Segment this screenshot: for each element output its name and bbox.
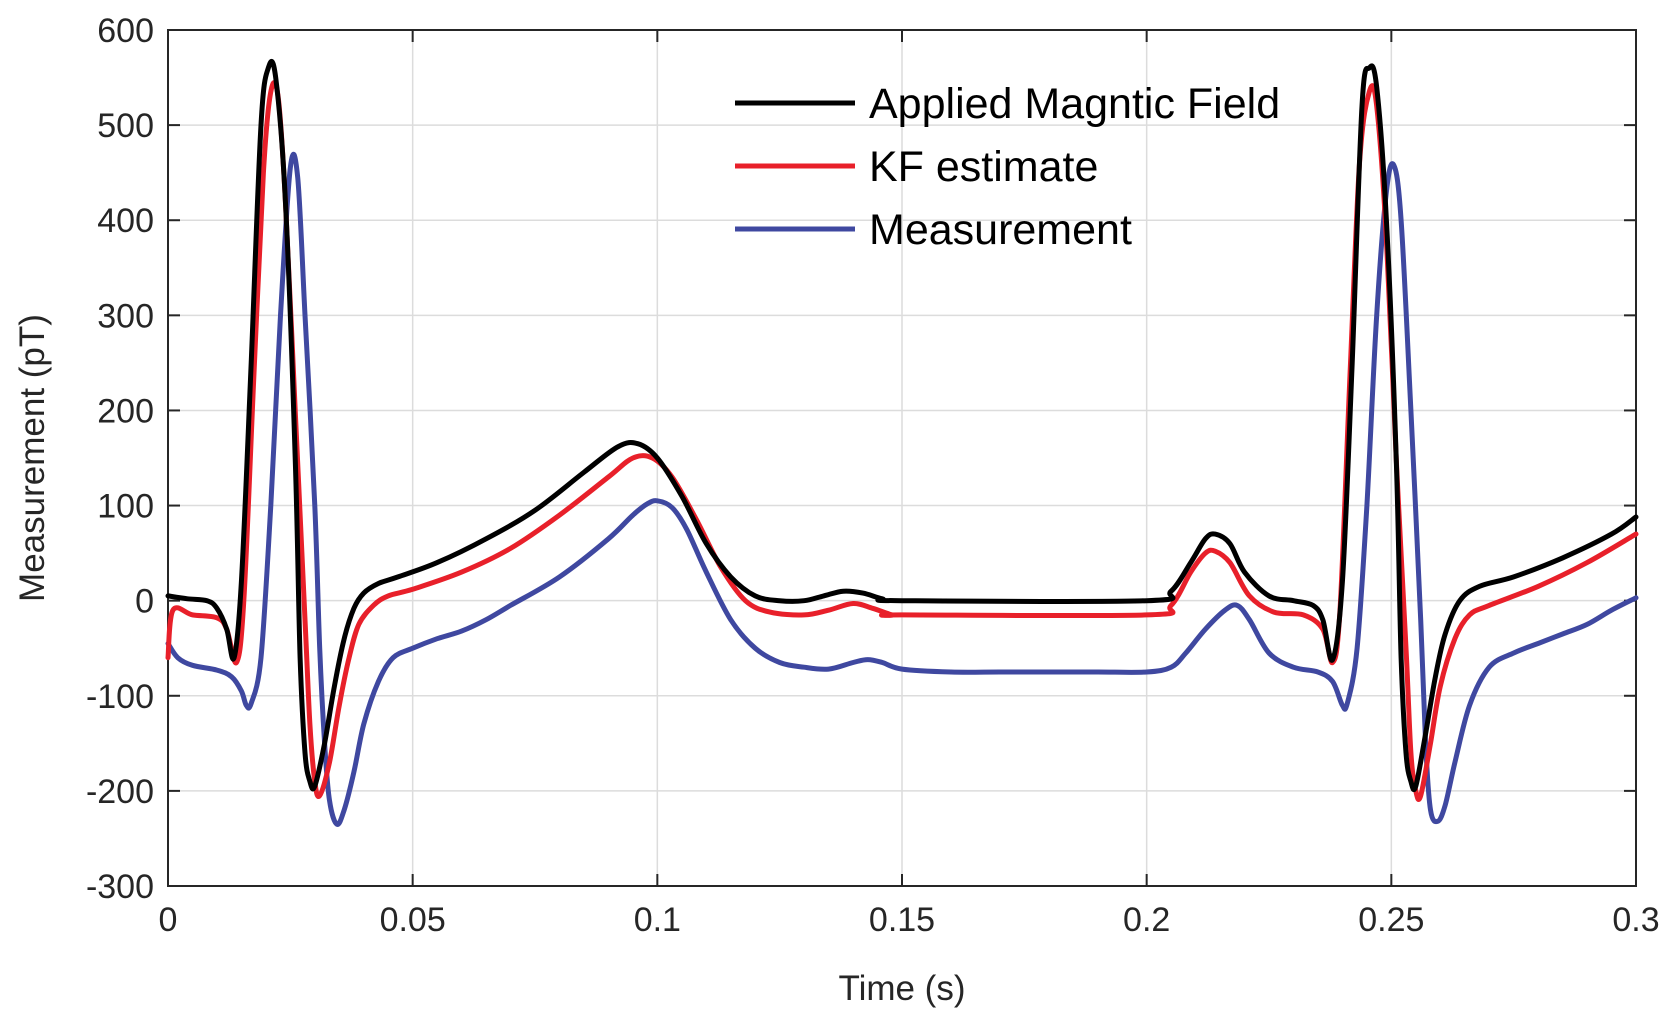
axis-ticks: 0 0.05 0.1 0.15 0.2 0.25 0.3 -300 -200 -100 0 100 20…	[86, 12, 1660, 939]
legend: Applied Magntic Field KF estimate Measurem…	[735, 80, 1280, 254]
y-tick-label: -300	[86, 868, 154, 906]
x-axis-label: Time (s)	[838, 969, 965, 1008]
x-tick-label: 0.3	[1612, 901, 1659, 939]
y-tick-label: 600	[97, 12, 154, 50]
y-tick-label: 100	[97, 488, 154, 526]
series-lines	[165, 59, 1639, 827]
x-tick-label: 0.1	[634, 901, 681, 939]
series-line-applied-field	[165, 59, 1639, 793]
y-tick-label: 500	[97, 107, 154, 145]
y-axis-label: Measurement (pT)	[13, 314, 52, 602]
legend-label-kf-estimate: KF estimate	[869, 143, 1098, 191]
y-tick-label: 200	[97, 392, 154, 430]
legend-label-applied-field: Applied Magntic Field	[869, 80, 1280, 128]
y-tick-label: 300	[97, 297, 154, 335]
y-tick-label: -200	[86, 773, 154, 811]
grid	[168, 30, 1636, 886]
x-tick-label: 0.25	[1358, 901, 1424, 939]
x-tick-label: 0.15	[869, 901, 935, 939]
y-tick-label: -100	[86, 678, 154, 716]
legend-label-measurement: Measurement	[869, 206, 1132, 254]
y-tick-label: 400	[97, 202, 154, 240]
x-tick-label: 0.2	[1123, 901, 1170, 939]
y-tick-label: 0	[135, 583, 154, 621]
series-line-measurement	[165, 151, 1639, 827]
x-tick-label: 0	[159, 901, 178, 939]
x-tick-label: 0.05	[380, 901, 446, 939]
